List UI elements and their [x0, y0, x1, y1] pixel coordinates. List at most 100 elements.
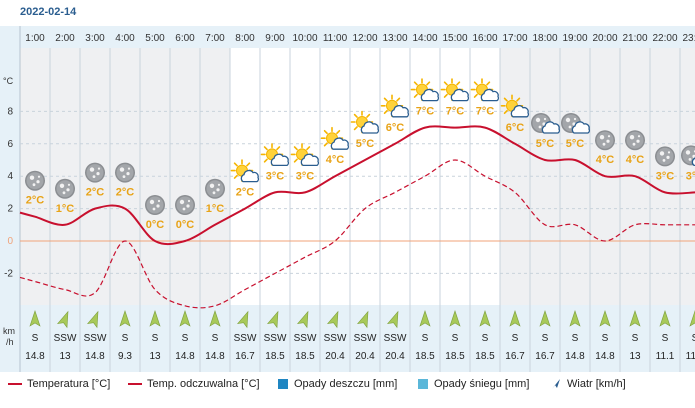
wind-speed-label: 13 — [149, 351, 161, 362]
hour-tick-label: 9:00 — [265, 33, 285, 44]
moon-face — [656, 147, 674, 165]
moon-crater — [217, 183, 221, 186]
wind-direction-label: S — [482, 333, 489, 344]
wind-direction-label: SSW — [324, 333, 347, 344]
legend-label: Opady deszczu [mm] — [294, 378, 398, 390]
moon-crater — [692, 154, 695, 158]
wind-direction-label: S — [602, 333, 609, 344]
moon-crater — [568, 125, 572, 129]
moon-crater — [573, 117, 577, 121]
hour-tick-label: 3:00 — [85, 33, 105, 44]
wind-arrow-icon — [449, 310, 461, 327]
y-tick-label: 2 — [7, 204, 13, 215]
hour-tick-label: 20:00 — [592, 33, 617, 44]
wind-direction-label: SSW — [294, 333, 317, 344]
sun-cloud-icon — [320, 126, 350, 150]
wind-speed-label: 20.4 — [325, 351, 345, 362]
moon-icon — [55, 178, 75, 199]
legend-label: Temperatura [°C] — [27, 378, 111, 390]
sun-cloud-icon — [290, 143, 320, 167]
moon-crater — [182, 207, 186, 211]
moon-crater — [602, 142, 606, 146]
moon-crater — [92, 175, 96, 179]
legend-item-snow: Opady śniegu [mm] — [418, 378, 529, 390]
sun-ray — [263, 146, 268, 151]
temperature-data-label: 2°C — [236, 187, 255, 199]
legend-item-temperature: Temperatura [°C] — [8, 378, 110, 390]
temperature-data-label: 5°C — [356, 138, 375, 150]
wind-arrow-icon — [236, 310, 249, 329]
wind-arrow-icon — [386, 310, 399, 329]
wind-speed-label: 16.7 — [535, 351, 555, 362]
wind-arrow-shape — [56, 310, 69, 329]
sun-ray — [473, 93, 478, 98]
y-tick-label: -2 — [4, 268, 13, 279]
sun-ray — [503, 109, 508, 115]
wind-speed-label: 14.8 — [25, 351, 45, 362]
sun-cloud-icon — [500, 94, 530, 118]
moon-crater — [179, 199, 185, 205]
moon-cloud-icon — [561, 113, 591, 134]
wind-arrow-icon — [689, 310, 695, 327]
moon-face — [626, 131, 644, 149]
sun-ray — [323, 129, 328, 135]
legend-swatch-solid — [128, 383, 142, 385]
moon-crater — [32, 183, 36, 187]
wind-arrow-icon — [599, 310, 611, 327]
wind-direction-label: S — [692, 333, 695, 344]
hour-tick-label: 8:00 — [235, 33, 255, 44]
moon-crater — [96, 172, 100, 176]
moon-crater — [607, 135, 611, 138]
wind-arrow-icon — [509, 310, 521, 327]
sun-cloud-icon — [230, 159, 260, 183]
wind-unit-label: /h — [6, 337, 14, 347]
wind-arrow-icon — [326, 310, 339, 329]
moon-crater — [37, 175, 41, 178]
moon-face — [56, 180, 74, 198]
moon-crater — [127, 167, 131, 170]
moon-face — [26, 172, 44, 190]
wind-arrow-shape — [149, 310, 161, 327]
temperature-series-line — [19, 125, 695, 246]
moon-icon — [145, 195, 165, 215]
wind-arrow-shape — [236, 310, 249, 329]
temperature-data-label: 2°C — [116, 187, 135, 199]
hour-tick-label: 23:00 — [682, 33, 695, 44]
sun-ray — [383, 97, 388, 102]
wind-direction-label: SSW — [234, 333, 257, 344]
moon-crater — [599, 135, 605, 140]
wind-speed-label: 18.5 — [295, 351, 315, 362]
wind-arrow-icon — [56, 310, 69, 329]
wind-speed-label: 18.5 — [445, 351, 465, 362]
wind-direction-label: S — [662, 333, 669, 344]
moon-crater — [119, 167, 125, 172]
wind-direction-label: SSW — [354, 333, 377, 344]
hour-tick-label: 6:00 — [175, 33, 195, 44]
wind-speed-label: 20.4 — [385, 351, 405, 362]
moon-crater — [62, 191, 66, 195]
wind-arrow-shape — [419, 310, 431, 327]
sun-ray — [323, 142, 328, 147]
moon-icon — [625, 130, 645, 151]
hour-tick-label: 11:00 — [323, 33, 348, 44]
cloud-shape — [480, 88, 500, 102]
legend-swatch-box — [278, 379, 288, 389]
legend-item-feels-like: Temp. odczuwalna [°C] — [128, 378, 260, 390]
wind-arrow-icon — [149, 310, 161, 327]
wind-arrow-icon — [356, 310, 369, 329]
wind-arrow-icon — [266, 310, 279, 329]
hour-tick-label: 17:00 — [502, 33, 527, 44]
legend: Temperatura [°C] Temp. odczuwalna [°C] O… — [0, 372, 695, 396]
wind-arrow-icon — [552, 379, 560, 389]
moon-face — [596, 131, 614, 149]
wind-arrow-shape — [326, 310, 339, 329]
moon-crater — [126, 172, 130, 176]
sun-ray — [263, 158, 268, 163]
wind-arrow-icon — [419, 310, 431, 327]
wind-speed-label: 14.8 — [205, 351, 225, 362]
moon-crater — [535, 117, 541, 123]
moon-crater — [36, 180, 40, 184]
wind-direction-label: S — [122, 333, 129, 344]
y-axis-unit: °C — [3, 76, 14, 86]
